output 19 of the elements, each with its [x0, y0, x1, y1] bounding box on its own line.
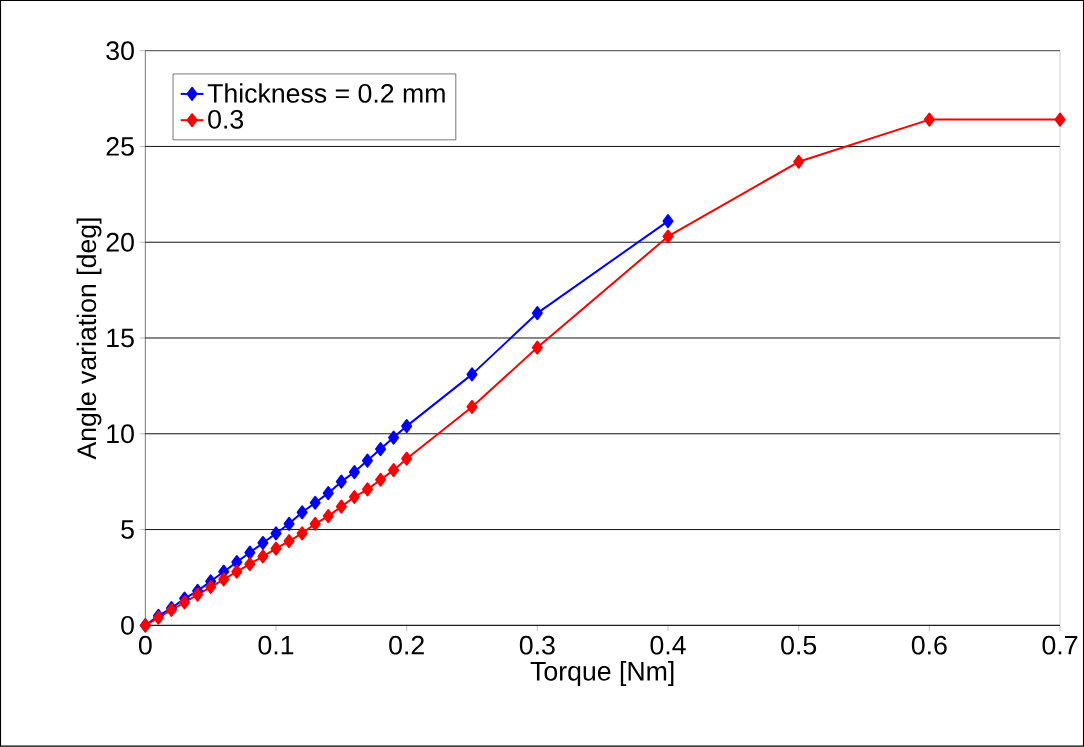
y-tick-label: 0	[121, 616, 134, 635]
y-tick-label: 30	[106, 41, 134, 61]
y-tick-label: 25	[106, 137, 134, 157]
x-tick-label: 0.3	[519, 635, 555, 655]
x-tick-label: 0.5	[781, 635, 817, 655]
x-tick-label: 0	[138, 635, 152, 655]
x-tick-label: 0.2	[389, 635, 424, 655]
x-axis-title: Torque [Nm]	[530, 661, 674, 687]
x-tick-label: 0.7	[1042, 635, 1078, 655]
legend-label: 0.3	[208, 110, 244, 129]
x-tick-label: 0.4	[650, 635, 686, 655]
y-tick-label: 10	[107, 424, 134, 444]
y-tick-label: 15	[107, 328, 134, 348]
y-axis-title: Angle variation [deg]	[76, 218, 102, 460]
y-tick-label: 5	[121, 520, 134, 540]
legend-label: Thickness = 0.2 mm	[207, 83, 445, 103]
x-tick-label: 0.1	[258, 635, 294, 655]
x-tick-label: 0.6	[911, 635, 947, 655]
y-tick-label: 20	[106, 232, 134, 252]
